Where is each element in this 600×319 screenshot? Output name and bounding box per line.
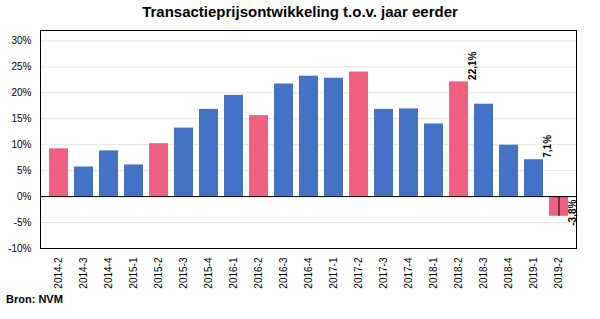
svg-text:2018-3: 2018-3 [478, 257, 489, 289]
svg-text:7,1%: 7,1% [542, 135, 553, 158]
html-text:Transactieprijsontwikkeling t.: Transactieprijsontwikkeling t.o.v. jaar … [142, 3, 458, 20]
svg-text:-5%: -5% [14, 217, 32, 228]
svg-text:2017-2: 2017-2 [353, 257, 364, 289]
svg-text:2015-3: 2015-3 [178, 257, 189, 289]
svg-text:2017-4: 2017-4 [403, 257, 414, 289]
svg-text:2018-2: 2018-2 [453, 257, 464, 289]
svg-text:2018-4: 2018-4 [503, 257, 514, 289]
svg-text:2016-4: 2016-4 [303, 257, 314, 289]
svg-text:5%: 5% [17, 165, 32, 176]
html-text:Bron: NVM: Bron: NVM [6, 293, 63, 305]
svg-text:2015-4: 2015-4 [203, 257, 214, 289]
svg-text:2014-2: 2014-2 [53, 257, 64, 289]
svg-text:22,1%: 22,1% [467, 51, 478, 79]
svg-text:2019-1: 2019-1 [528, 257, 539, 289]
svg-text:2017-3: 2017-3 [378, 257, 389, 289]
svg-text:25%: 25% [11, 61, 31, 72]
svg-text:2014-3: 2014-3 [78, 257, 89, 289]
svg-text:20%: 20% [11, 87, 31, 98]
svg-text:2018-1: 2018-1 [428, 257, 439, 289]
svg-text:2019-2: 2019-2 [553, 257, 564, 289]
svg-text:10%: 10% [11, 139, 31, 150]
svg-text:2016-3: 2016-3 [278, 257, 289, 289]
svg-text:2015-1: 2015-1 [128, 257, 139, 289]
svg-text:2016-1: 2016-1 [228, 257, 239, 289]
svg-text:2015-2: 2015-2 [153, 257, 164, 289]
svg-text:0%: 0% [17, 191, 32, 202]
svg-text:2016-2: 2016-2 [253, 257, 264, 289]
svg-text:30%: 30% [11, 35, 31, 46]
svg-text:2017-1: 2017-1 [328, 257, 339, 289]
svg-text:2014-4: 2014-4 [103, 257, 114, 289]
svg-text:15%: 15% [11, 113, 31, 124]
svg-text:-3,8%: -3,8% [567, 199, 578, 225]
svg-text:-10%: -10% [8, 243, 31, 254]
